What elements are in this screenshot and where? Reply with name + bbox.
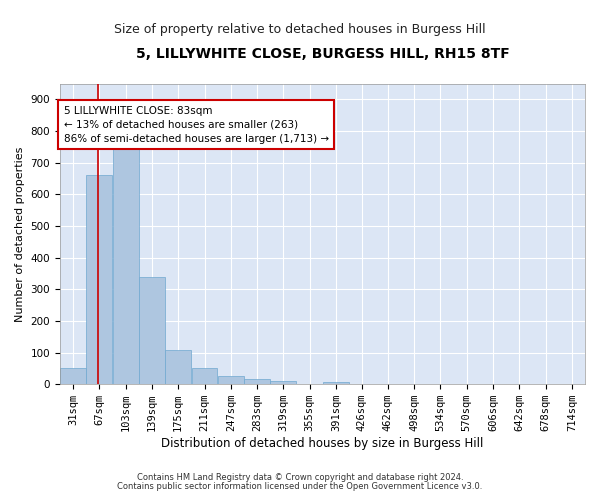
Bar — [191, 368, 217, 384]
Text: Contains HM Land Registry data © Crown copyright and database right 2024.: Contains HM Land Registry data © Crown c… — [137, 474, 463, 482]
Text: Contains public sector information licensed under the Open Government Licence v3: Contains public sector information licen… — [118, 482, 482, 491]
Bar — [323, 382, 349, 384]
Text: 5 LILLYWHITE CLOSE: 83sqm
← 13% of detached houses are smaller (263)
86% of semi: 5 LILLYWHITE CLOSE: 83sqm ← 13% of detac… — [64, 106, 329, 144]
X-axis label: Distribution of detached houses by size in Burgess Hill: Distribution of detached houses by size … — [161, 437, 484, 450]
Bar — [60, 368, 86, 384]
Title: 5, LILLYWHITE CLOSE, BURGESS HILL, RH15 8TF: 5, LILLYWHITE CLOSE, BURGESS HILL, RH15 … — [136, 48, 509, 62]
Bar — [86, 176, 112, 384]
Bar — [139, 276, 165, 384]
Bar — [244, 380, 270, 384]
Bar — [271, 381, 296, 384]
Y-axis label: Number of detached properties: Number of detached properties — [15, 146, 25, 322]
Bar — [113, 147, 139, 384]
Bar — [165, 350, 191, 384]
Bar — [218, 376, 244, 384]
Text: Size of property relative to detached houses in Burgess Hill: Size of property relative to detached ho… — [114, 22, 486, 36]
